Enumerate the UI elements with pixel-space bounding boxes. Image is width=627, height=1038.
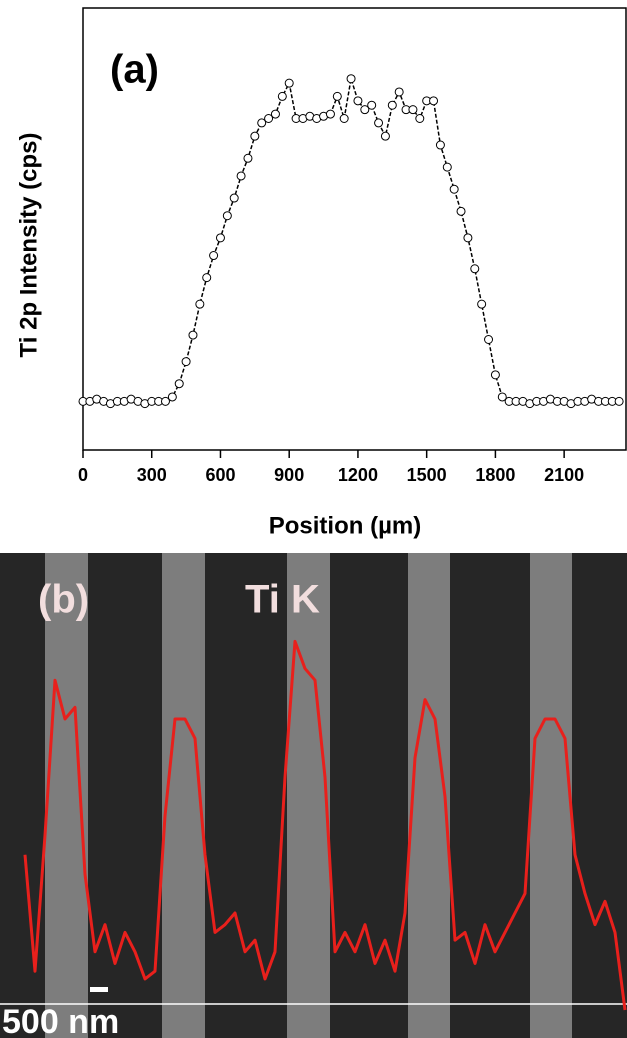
data-point: [160, 396, 170, 406]
data-point: [243, 153, 253, 163]
stripe: [287, 553, 330, 1038]
panel-label: (a): [110, 48, 159, 92]
data-point: [490, 370, 500, 380]
micrograph: [0, 553, 627, 1038]
data-point: [339, 114, 349, 123]
data-point: [360, 105, 370, 115]
data-point: [353, 96, 363, 106]
data-point: [264, 114, 274, 123]
x-axis-label: Position (µm): [269, 512, 421, 539]
data-point: [167, 392, 177, 402]
data-point: [470, 264, 480, 274]
data-point: [346, 74, 356, 84]
data-point: [195, 299, 205, 309]
data-point: [463, 233, 473, 243]
x-tick-label: 900: [274, 465, 304, 485]
scale-bar: [90, 987, 108, 992]
data-point: [477, 299, 487, 309]
plot-frame: [82, 7, 627, 451]
data-point: [367, 100, 377, 110]
stripe: [530, 553, 572, 1038]
data-point: [209, 251, 219, 261]
x-tick-label: 0: [78, 465, 88, 485]
data-point: [250, 131, 260, 141]
data-point: [215, 233, 225, 243]
data-point: [229, 193, 239, 203]
data-point: [415, 114, 425, 123]
stripe: [408, 553, 450, 1038]
data-point: [429, 96, 439, 106]
data-point: [456, 206, 466, 216]
data-point: [442, 162, 452, 172]
data-point: [284, 78, 294, 88]
profile-line: [23, 639, 627, 1011]
x-tick-label: 2100: [544, 465, 584, 485]
data-line: [83, 78, 620, 405]
data-point: [497, 392, 507, 402]
data-point: [222, 211, 232, 221]
stripe: [162, 553, 205, 1038]
x-tick-label: 1500: [407, 465, 447, 485]
data-point: [270, 109, 280, 119]
x-tick-label: 1800: [475, 465, 515, 485]
data-point: [174, 379, 184, 389]
data-point: [435, 140, 445, 150]
y-axis-label: Ti 2p Intensity (cps): [15, 133, 42, 358]
data-point: [236, 171, 246, 181]
data-point: [484, 335, 494, 344]
data-point: [387, 100, 397, 110]
x-tick-label: 300: [137, 465, 167, 485]
x-tick-label: 1200: [338, 465, 378, 485]
x-tick-label: 600: [205, 465, 235, 485]
data-point: [408, 105, 418, 115]
data-point: [188, 330, 198, 340]
data-point: [374, 118, 384, 128]
data-point: [449, 184, 459, 194]
data-point: [181, 357, 191, 367]
data-point: [202, 273, 212, 283]
data-point: [614, 396, 624, 406]
data-point: [380, 131, 390, 141]
panel-label: (b): [38, 578, 89, 622]
data-point: [325, 109, 335, 119]
scale-label: 500 nm: [2, 1003, 119, 1038]
data-point: [394, 87, 404, 97]
data-point: [257, 118, 267, 128]
data-point: [277, 91, 287, 101]
element-label: Ti K: [245, 578, 320, 622]
data-point: [332, 91, 342, 101]
